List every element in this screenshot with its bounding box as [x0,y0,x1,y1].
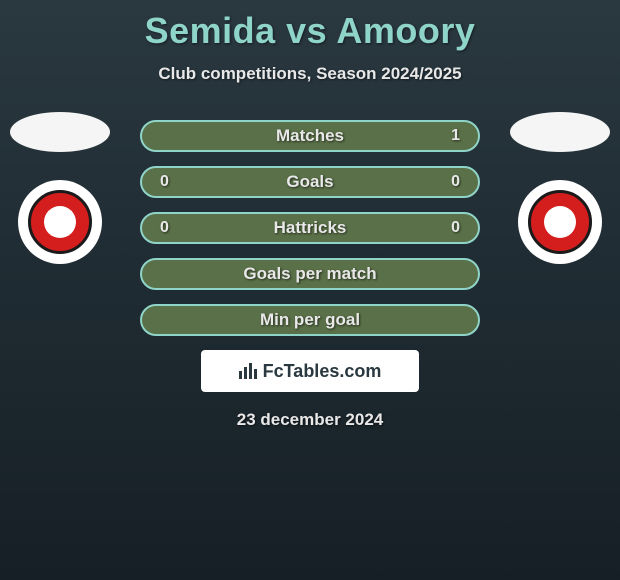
stat-row-hattricks: 0 Hattricks 0 [140,212,480,244]
stat-label: Matches [276,126,344,146]
stats-container: Matches 1 0 Goals 0 0 Hattricks 0 Goals … [140,120,480,336]
brand-badge[interactable]: FcTables.com [201,350,419,392]
player-left-badge [10,112,110,152]
stat-label: Hattricks [274,218,347,238]
stat-right: 0 [440,173,460,191]
stat-row-matches: Matches 1 [140,120,480,152]
chart-icon [239,363,257,379]
club-logo-left-center [44,206,76,238]
club-logo-right [518,180,602,264]
stat-right: 1 [440,127,460,145]
date-label: 23 december 2024 [0,410,620,430]
page-title: Semida vs Amoory [0,0,620,52]
stat-label: Goals [286,172,333,192]
chart-bar [244,367,247,379]
subtitle: Club competitions, Season 2024/2025 [0,64,620,84]
brand-text: FcTables.com [263,361,382,382]
stat-right: 0 [440,219,460,237]
chart-bar [249,363,252,379]
chart-bar [239,371,242,379]
stat-row-goals: 0 Goals 0 [140,166,480,198]
stat-left: 0 [160,219,180,237]
stat-left: 0 [160,173,180,191]
club-logo-left-inner [28,190,92,254]
club-logo-right-inner [528,190,592,254]
stat-row-goals-per-match: Goals per match [140,258,480,290]
stat-label: Min per goal [260,310,360,330]
chart-bar [254,369,257,379]
club-logo-right-center [544,206,576,238]
stat-row-min-per-goal: Min per goal [140,304,480,336]
player-right-badge [510,112,610,152]
comparison-content: Matches 1 0 Goals 0 0 Hattricks 0 Goals … [0,120,620,430]
stat-label: Goals per match [243,264,376,284]
club-logo-left [18,180,102,264]
